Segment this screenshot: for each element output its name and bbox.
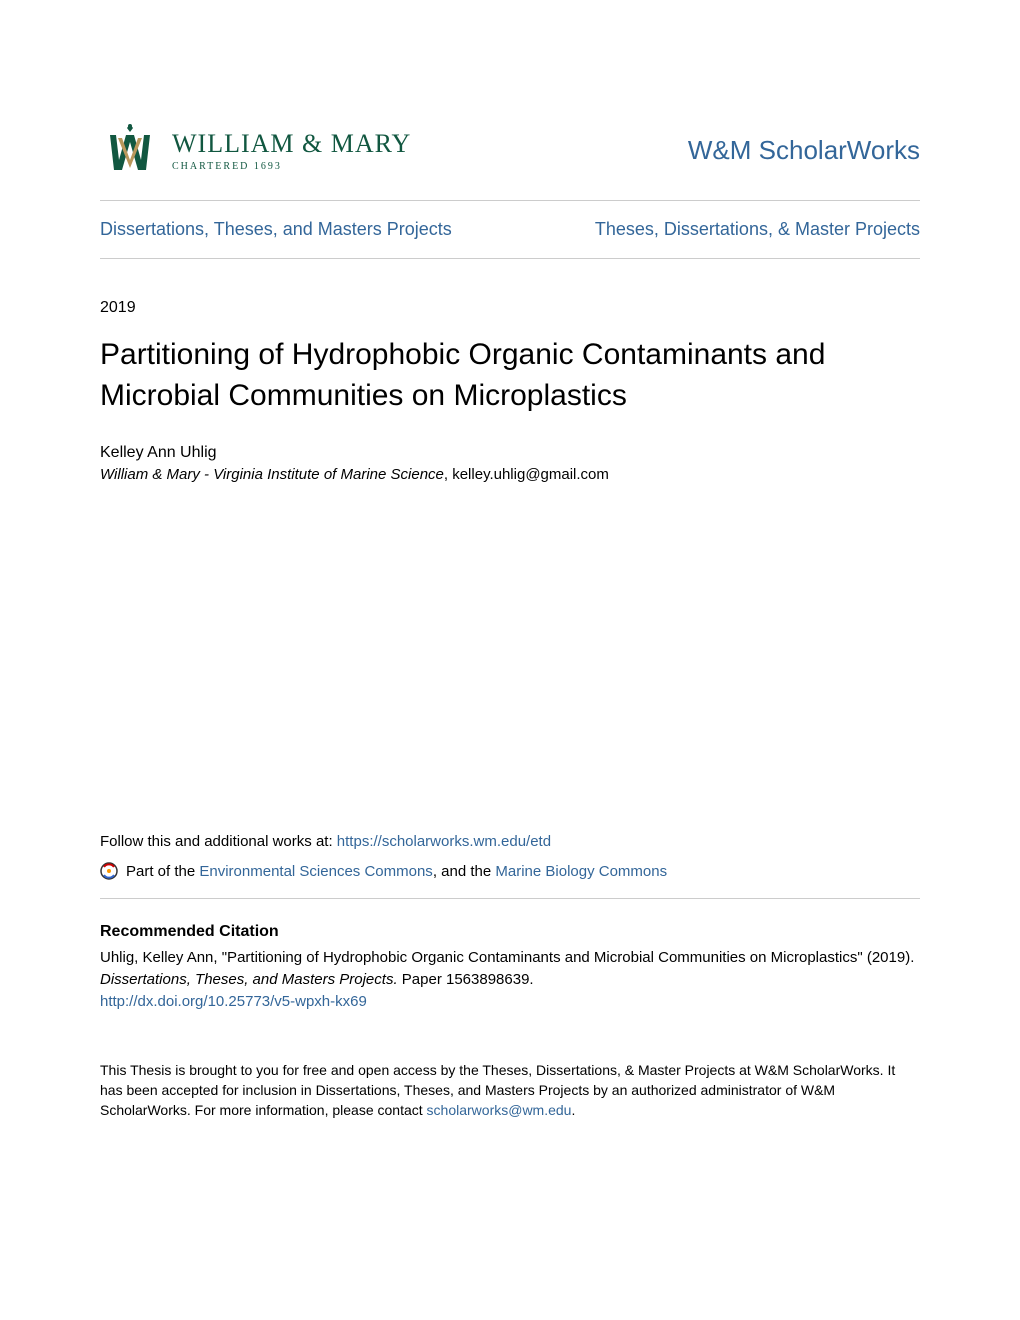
- document-title: Partitioning of Hydrophobic Organic Cont…: [100, 335, 920, 416]
- institution-charter: CHARTERED 1693: [172, 161, 411, 172]
- author-name: Kelley Ann Uhlig: [100, 444, 920, 462]
- institution-logo-block[interactable]: WILLIAM & MARY CHARTERED 1693: [100, 120, 411, 180]
- citation-part1: Uhlig, Kelley Ann, "Partitioning of Hydr…: [100, 949, 914, 966]
- partof-text: Part of the Environmental Sciences Commo…: [126, 863, 667, 880]
- institution-name: WILLIAM & MARY: [172, 129, 411, 159]
- author-email: kelley.uhlig@gmail.com: [452, 466, 609, 483]
- affiliation-separator: ,: [444, 466, 452, 483]
- wm-cipher-icon: [100, 120, 160, 180]
- doi-link[interactable]: http://dx.doi.org/10.25773/v5-wpxh-kx69: [100, 993, 920, 1010]
- page-header: WILLIAM & MARY CHARTERED 1693 W&M Schola…: [100, 120, 920, 201]
- citation-series: Dissertations, Theses, and Masters Proje…: [100, 971, 398, 988]
- citation-heading: Recommended Citation: [100, 923, 920, 941]
- partof-row: Part of the Environmental Sciences Commo…: [100, 862, 920, 899]
- disclaimer-text: This Thesis is brought to you for free a…: [100, 1060, 920, 1121]
- repository-name[interactable]: W&M ScholarWorks: [688, 135, 920, 166]
- partof-separator: , and the: [433, 863, 496, 880]
- follow-prefix: Follow this and additional works at:: [100, 833, 337, 850]
- author-affiliation: William & Mary - Virginia Institute of M…: [100, 466, 920, 483]
- contact-email-link[interactable]: scholarworks@wm.edu: [427, 1102, 572, 1118]
- commons-link-1[interactable]: Environmental Sciences Commons: [199, 863, 432, 880]
- network-icon[interactable]: [100, 862, 118, 880]
- commons-link-2[interactable]: Marine Biology Commons: [495, 863, 667, 880]
- follow-section: Follow this and additional works at: htt…: [100, 833, 920, 899]
- disclaimer-suffix: .: [571, 1102, 575, 1118]
- citation-text: Uhlig, Kelley Ann, "Partitioning of Hydr…: [100, 947, 920, 991]
- breadcrumb-nav: Dissertations, Theses, and Masters Proje…: [100, 201, 920, 259]
- publication-year: 2019: [100, 299, 920, 317]
- follow-line: Follow this and additional works at: htt…: [100, 833, 920, 850]
- follow-url-link[interactable]: https://scholarworks.wm.edu/etd: [337, 833, 551, 850]
- partof-prefix: Part of the: [126, 863, 199, 880]
- citation-part2: Paper 1563898639.: [398, 971, 534, 988]
- institution-logo-text: WILLIAM & MARY CHARTERED 1693: [172, 129, 411, 172]
- parent-collection-link[interactable]: Theses, Dissertations, & Master Projects: [595, 219, 920, 240]
- collection-link[interactable]: Dissertations, Theses, and Masters Proje…: [100, 219, 452, 240]
- author-institution: William & Mary - Virginia Institute of M…: [100, 466, 444, 483]
